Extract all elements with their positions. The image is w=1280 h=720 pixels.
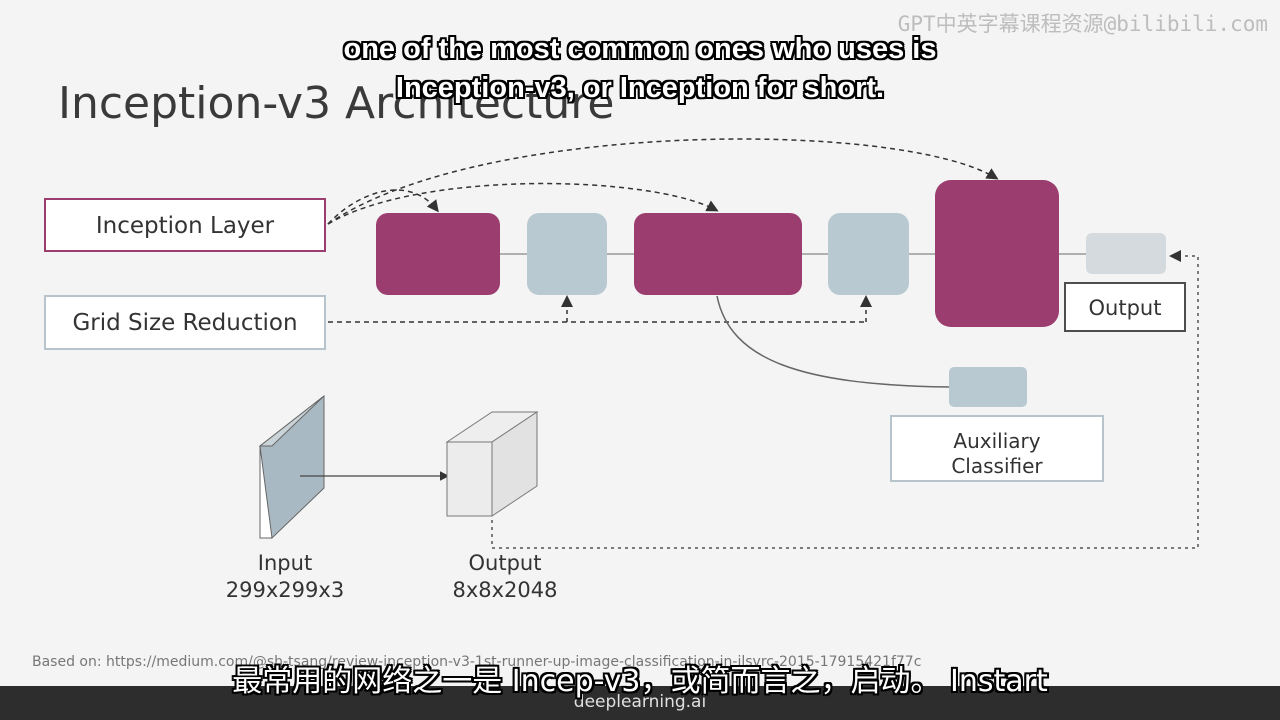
source-citation: Based on: https://medium.com/@sh-tsang/r… xyxy=(32,654,922,670)
auxiliary-block xyxy=(949,367,1027,407)
slide-title: Inception-v3 Architecture xyxy=(58,78,615,129)
subtitle-en-line2: Inception-v3, or Inception for short. xyxy=(395,72,885,104)
brand-logo: deeplearning.ai xyxy=(573,692,707,712)
output-cube-label: Output 8x8x2048 xyxy=(430,550,580,604)
subtitle-en-line1: one of the most common ones who uses is xyxy=(343,33,937,65)
inception-block-1 xyxy=(376,213,500,295)
output-layer-block xyxy=(1086,233,1166,274)
auxiliary-classifier-box: Auxiliary Classifier xyxy=(890,415,1104,482)
inception-block-2 xyxy=(634,213,802,295)
watermark-text: GPT中英字幕课程资源@bilibili.com xyxy=(897,12,1268,36)
aux-line1: Auxiliary xyxy=(953,429,1041,453)
bottom-bar xyxy=(0,686,1280,720)
reduction-block-2 xyxy=(828,213,909,295)
output-label: Output xyxy=(468,551,542,575)
output-label-box: Output xyxy=(1064,282,1186,332)
inception-block-3 xyxy=(935,180,1059,327)
aux-line2: Classifier xyxy=(951,454,1043,478)
legend-inception-layer: Inception Layer xyxy=(44,198,326,252)
input-dims: 299x299x3 xyxy=(225,578,345,602)
subtitle-english: one of the most common ones who uses is … xyxy=(0,30,1280,108)
subtitle-chinese: 最常用的网络之一是 Incep-v3，或简而言之，启动。 Instart xyxy=(232,664,1048,699)
reduction-block-1 xyxy=(527,213,607,295)
output-dims: 8x8x2048 xyxy=(452,578,558,602)
legend-grid-size-reduction: Grid Size Reduction xyxy=(44,295,326,350)
input-cube-label: Input 299x299x3 xyxy=(210,550,360,604)
input-label: Input xyxy=(257,551,313,575)
